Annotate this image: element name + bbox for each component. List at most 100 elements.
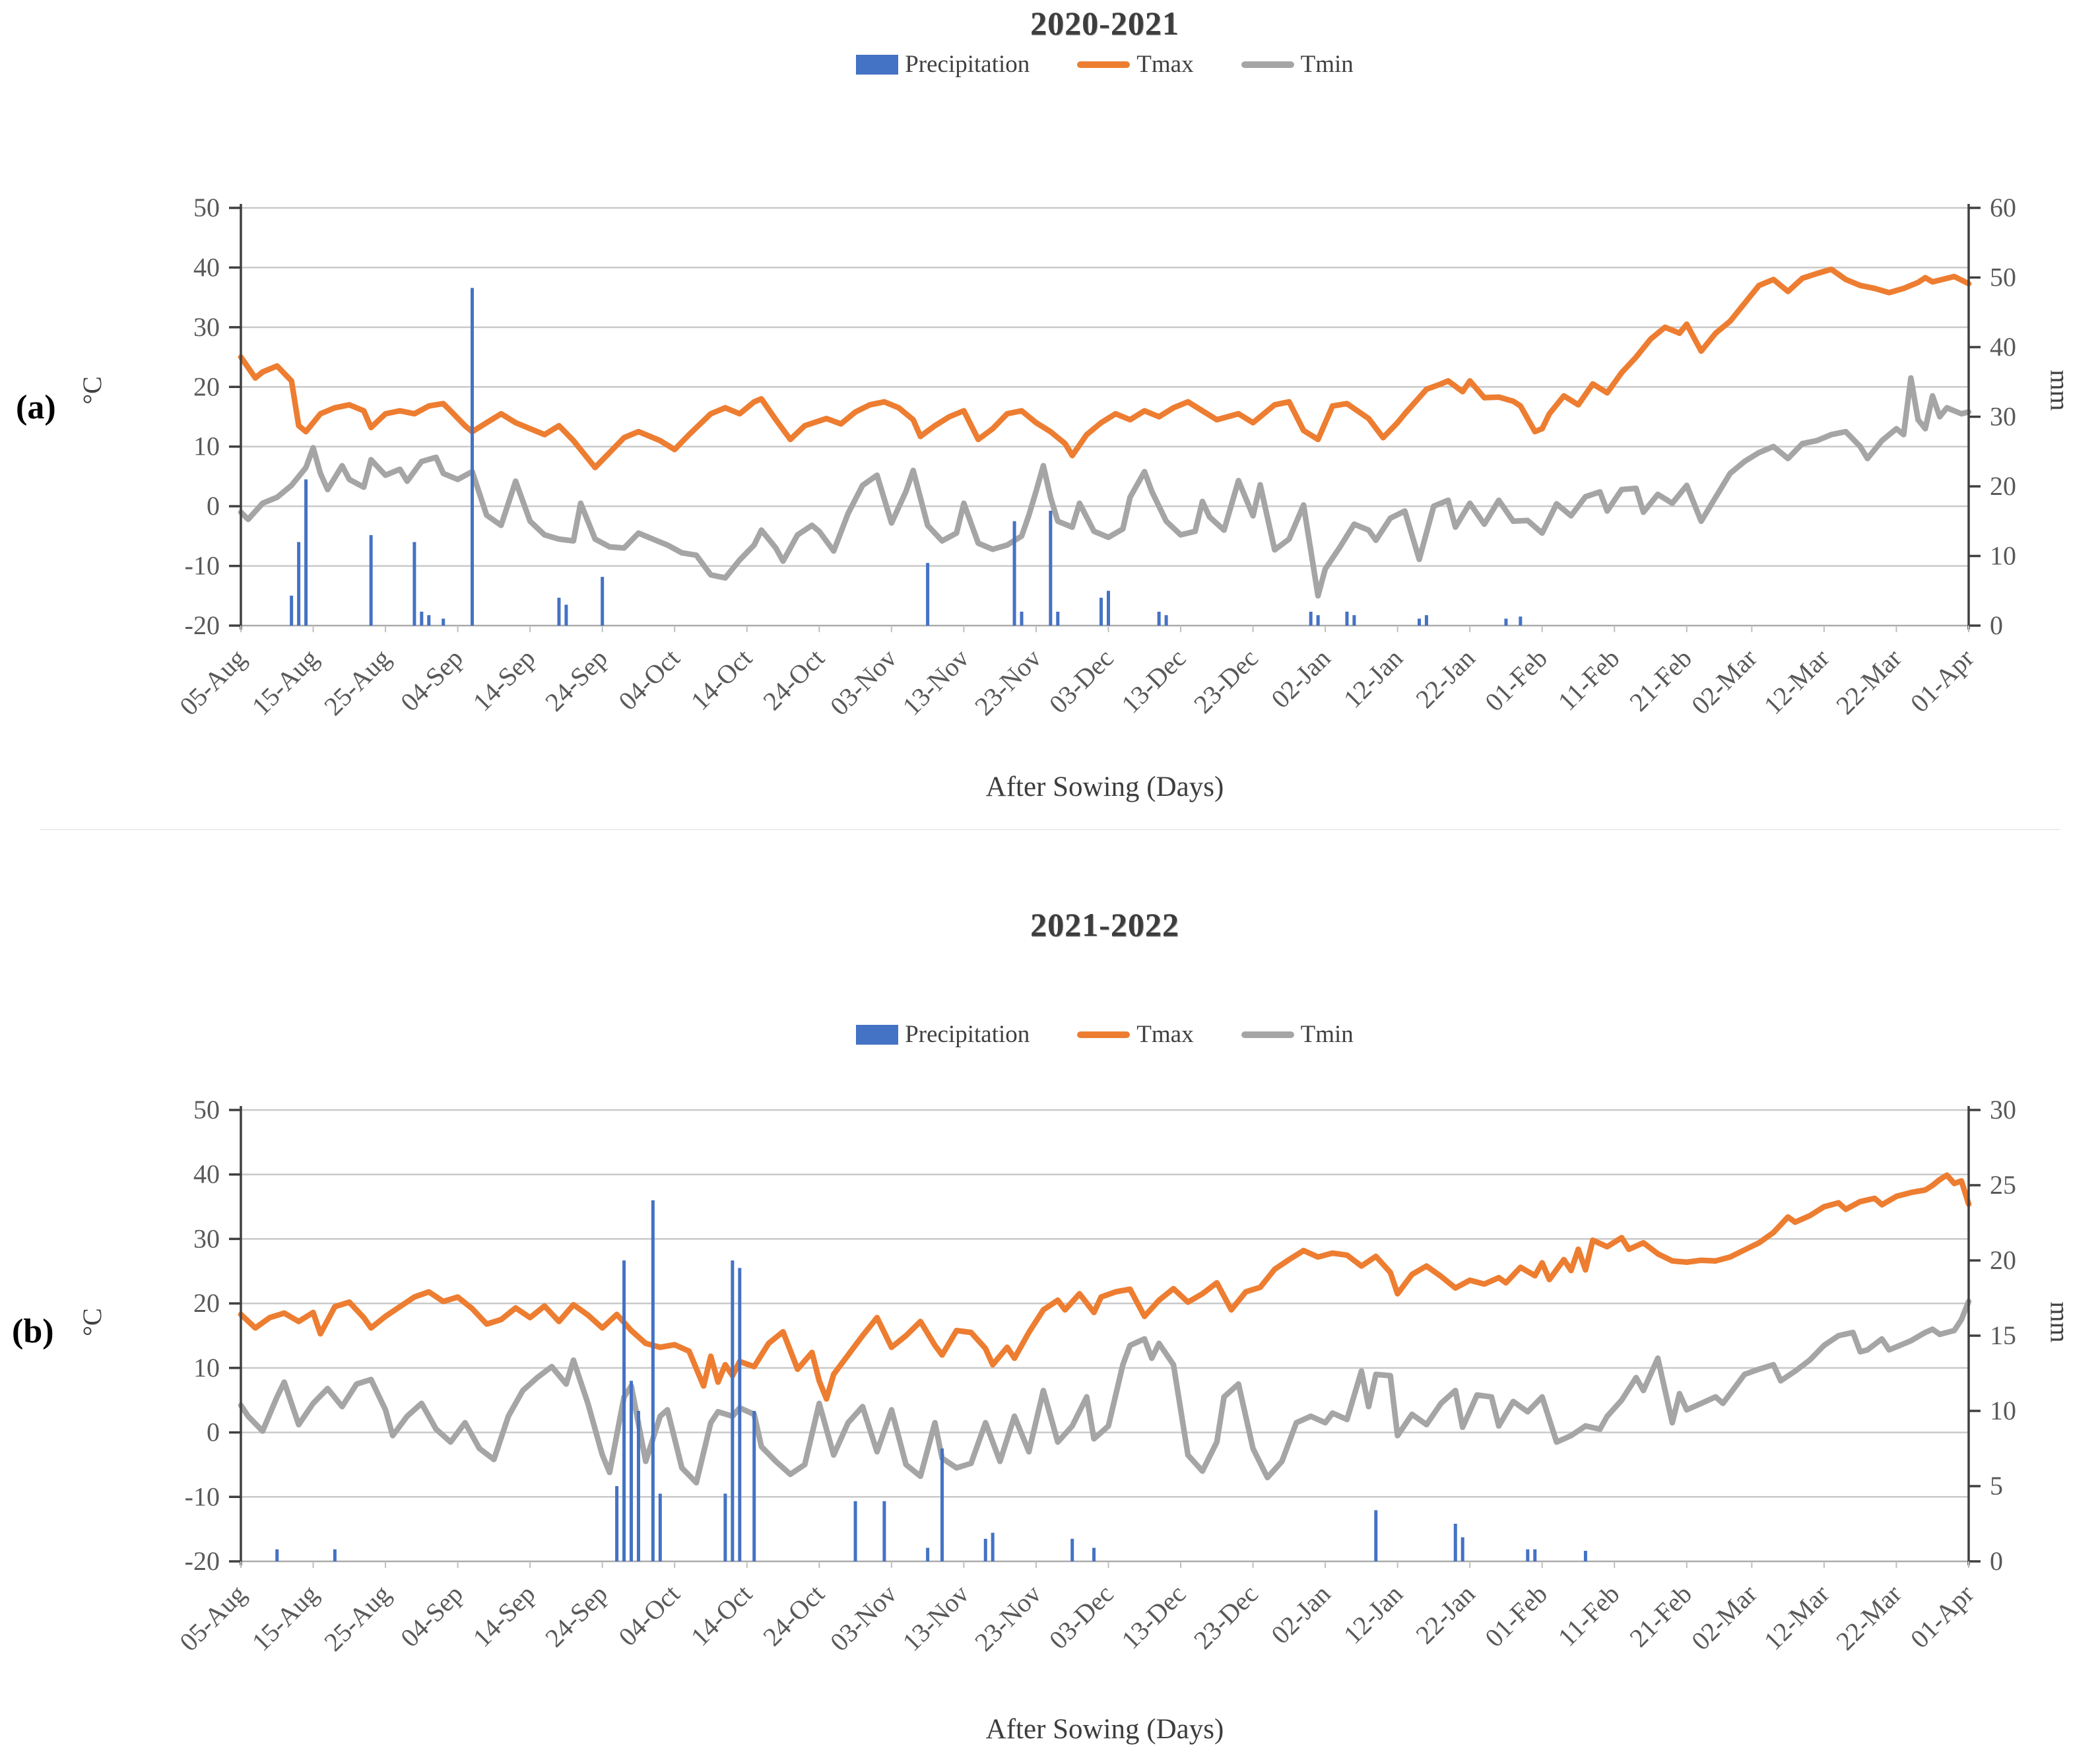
x-tick-label: 05-Aug xyxy=(174,1579,251,1657)
x-tick-label: 02-Jan xyxy=(1265,1579,1336,1650)
x-tick-label: 01-Feb xyxy=(1479,1579,1553,1653)
chart-b-legend: Precipitation Tmax Tmin xyxy=(241,1020,1969,1049)
chart-a-y-left-axis-title: °C xyxy=(77,376,107,405)
legend-label-tmin: Tmin xyxy=(1300,1021,1354,1048)
precipitation-bar xyxy=(723,1493,727,1561)
chart-a-y-right-axis-title: mm xyxy=(2045,370,2075,411)
y-left-tick-label: 30 xyxy=(193,312,220,342)
precipitation-bar-swatch-icon xyxy=(856,1024,899,1045)
y-right-tick-label: 40 xyxy=(1990,332,2016,362)
x-tick-label: 03-Dec xyxy=(1043,643,1119,719)
legend-item-tmin: Tmin xyxy=(1241,1020,1354,1049)
tmax-line xyxy=(238,1172,1972,1402)
x-tick-label: 23-Dec xyxy=(1188,1579,1264,1655)
x-tick-label: 13-Nov xyxy=(897,1579,975,1657)
x-tick-label: 04-Oct xyxy=(612,643,685,716)
precipitation-bar xyxy=(752,1411,756,1561)
precipitation-bar xyxy=(290,595,294,626)
x-tick-label: 15-Aug xyxy=(246,1579,324,1657)
x-tick-label: 25-Aug xyxy=(318,1579,396,1657)
x-tick-label: 23-Nov xyxy=(969,643,1047,721)
x-tick-label: 25-Aug xyxy=(318,643,396,721)
y-right-tick-label: 25 xyxy=(1990,1170,2016,1200)
precipitation-bar xyxy=(1049,510,1053,626)
y-right-tick-label: 20 xyxy=(1990,1245,2016,1275)
precipitation-bar xyxy=(471,288,475,626)
precipitation-bar xyxy=(658,1493,662,1561)
tmin-line-swatch-icon xyxy=(1241,61,1294,68)
x-tick-label: 23-Nov xyxy=(969,1579,1047,1657)
x-tick-label: 11-Feb xyxy=(1552,1579,1625,1652)
x-tick-label: 03-Nov xyxy=(824,1579,902,1657)
x-tick-label: 22-Mar xyxy=(1830,1579,1907,1656)
y-left-tick-label: 0 xyxy=(207,1418,220,1447)
precipitation-bar xyxy=(1526,1549,1530,1561)
legend-item-tmax: Tmax xyxy=(1077,50,1194,79)
precipitation-bar xyxy=(636,1411,640,1561)
y-left-tick-label: -20 xyxy=(185,1546,220,1576)
y-left-tick-label: 40 xyxy=(193,1159,220,1189)
y-right-tick-label: 10 xyxy=(1990,1396,2016,1425)
precipitation-bar xyxy=(1424,615,1428,626)
x-tick-label: 03-Dec xyxy=(1043,1579,1119,1655)
x-tick-label: 24-Oct xyxy=(757,1579,830,1652)
x-tick-label: 01-Feb xyxy=(1479,643,1553,717)
x-tick-label: 21-Feb xyxy=(1624,643,1697,717)
precipitation-bar xyxy=(882,1501,886,1561)
precipitation-bar xyxy=(601,577,605,626)
legend-label-tmin: Tmin xyxy=(1300,51,1354,78)
legend-label-tmax: Tmax xyxy=(1136,51,1194,78)
precipitation-bar xyxy=(615,1486,619,1561)
x-tick-label: 11-Feb xyxy=(1552,643,1625,717)
precipitation-bar xyxy=(297,542,301,626)
precipitation-bar xyxy=(1106,591,1110,626)
precipitation-bar xyxy=(304,479,308,626)
legend-label-tmax: Tmax xyxy=(1136,1021,1194,1048)
precipitation-bar xyxy=(1533,1549,1537,1561)
x-tick-label: 12-Jan xyxy=(1338,643,1408,714)
panel-label-b: (b) xyxy=(12,1313,54,1350)
chart-b-y-left-axis-title: °C xyxy=(77,1308,107,1336)
x-tick-label: 02-Jan xyxy=(1265,643,1336,714)
y-left-tick-label: 50 xyxy=(193,1095,220,1124)
y-right-tick-label: 20 xyxy=(1990,471,2016,501)
precipitation-bar xyxy=(1583,1551,1587,1561)
precipitation-bar xyxy=(926,563,930,626)
y-left-tick-label: -10 xyxy=(185,1482,220,1511)
precipitation-bar xyxy=(1099,597,1103,626)
precipitation-bar xyxy=(564,604,568,626)
chart-a-legend: Precipitation Tmax Tmin xyxy=(241,50,1969,79)
precipitation-bar xyxy=(1352,615,1356,626)
x-tick-label: 12-Jan xyxy=(1338,1579,1408,1650)
chart-a-x-axis-title: After Sowing (Days) xyxy=(985,771,1224,802)
x-tick-label: 14-Oct xyxy=(685,643,758,716)
y-right-tick-label: 50 xyxy=(1990,263,2016,292)
x-tick-label: 04-Sep xyxy=(395,643,469,717)
precipitation-bar xyxy=(853,1501,857,1561)
precipitation-bar xyxy=(991,1532,995,1561)
precipitation-bar xyxy=(333,1549,337,1561)
precipitation-bar xyxy=(369,535,373,626)
y-right-tick-label: 30 xyxy=(1990,402,2016,432)
y-left-tick-label: 40 xyxy=(193,252,220,282)
x-tick-label: 23-Dec xyxy=(1188,643,1264,719)
y-left-tick-label: -20 xyxy=(185,610,220,640)
x-tick-label: 05-Aug xyxy=(174,643,251,721)
y-left-tick-label: 20 xyxy=(193,1288,220,1318)
tmin-line xyxy=(238,1298,1972,1486)
x-tick-label: 12-Mar xyxy=(1758,643,1835,721)
precipitation-bar xyxy=(630,1381,634,1561)
legend-label-precipitation: Precipitation xyxy=(905,51,1030,78)
x-tick-label: 22-Jan xyxy=(1410,643,1480,714)
x-tick-label: 15-Aug xyxy=(246,643,324,721)
x-tick-label: 04-Sep xyxy=(395,1579,469,1653)
legend-item-precipitation: Precipitation xyxy=(856,50,1030,79)
legend-label-precipitation: Precipitation xyxy=(905,1021,1030,1048)
chart-b-plot: 50403020100-10-2030252015105005-Aug15-Au… xyxy=(174,1095,2016,1657)
x-tick-label: 14-Oct xyxy=(685,1579,758,1652)
precipitation-bar xyxy=(1070,1538,1074,1561)
legend-item-tmin: Tmin xyxy=(1241,50,1354,79)
precipitation-bar xyxy=(442,618,445,626)
y-left-tick-label: 30 xyxy=(193,1223,220,1253)
